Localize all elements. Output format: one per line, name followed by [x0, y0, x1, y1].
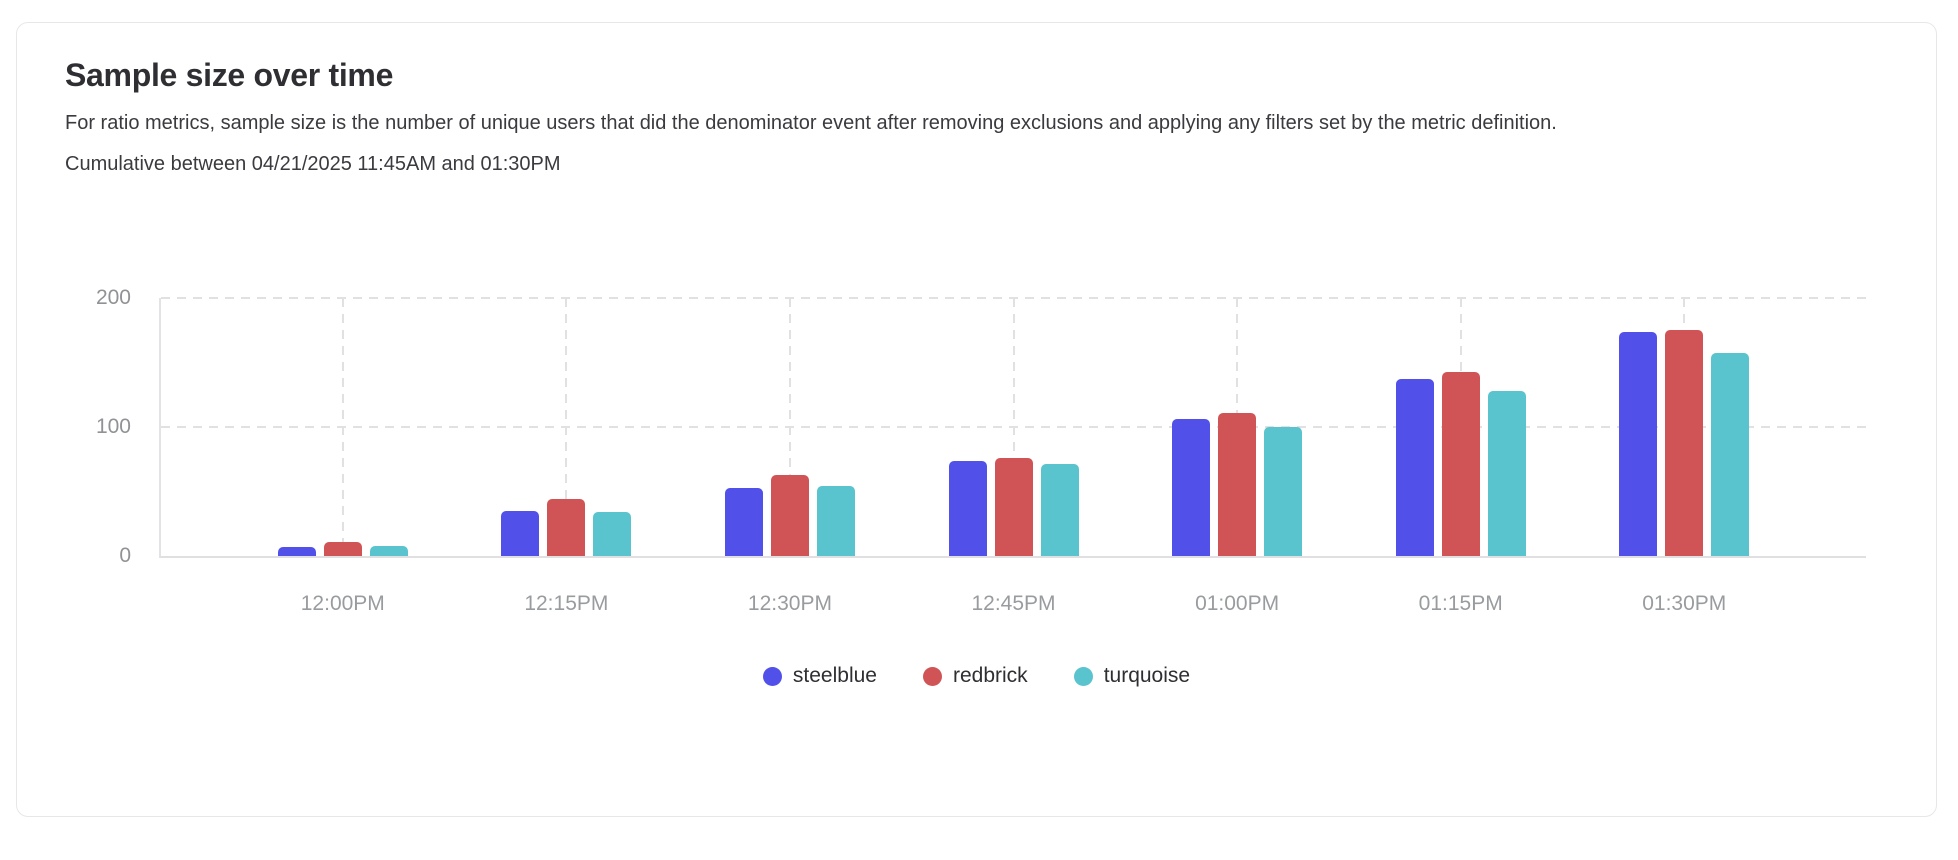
legend-label: redbrick	[952, 664, 1028, 687]
x-tick-label: 01:15PM	[1418, 592, 1503, 615]
bar-redbrick[interactable]	[1665, 330, 1704, 556]
bar-redbrick[interactable]	[323, 541, 362, 556]
bar-steelblue[interactable]	[1619, 331, 1658, 556]
bar-group	[724, 474, 855, 556]
category-column	[231, 298, 455, 556]
x-axis: 12:00PM 12:15PM 12:30PM 12:45PM 01:00PM 01:15…	[161, 592, 1866, 616]
y-tick-label: 200	[95, 286, 131, 309]
legend-label: turquoise	[1103, 664, 1191, 687]
chart: 0 100 200 12:00PM 12:15PM 12:30PM 12:45PM 01:0…	[65, 286, 1888, 688]
bar-group	[1395, 371, 1526, 556]
x-tick-label: 12:00PM	[300, 592, 385, 615]
cumulative-range-note: Cumulative between 04/21/2025 11:45AM an…	[65, 153, 561, 175]
x-tick-label: 12:30PM	[747, 592, 832, 615]
legend-dot-icon	[762, 666, 782, 686]
bar-redbrick[interactable]	[547, 499, 586, 556]
category-column	[455, 298, 679, 556]
page-title: Sample size over time	[65, 57, 394, 93]
category-columns	[161, 298, 1866, 556]
y-tick-label: 0	[119, 544, 131, 567]
category-column	[1125, 298, 1349, 556]
legend-dot-icon	[1073, 666, 1093, 686]
bar-steelblue[interactable]	[724, 487, 763, 556]
category-column	[902, 298, 1126, 556]
bar-turquoise[interactable]	[593, 512, 632, 556]
bar-group	[1619, 330, 1750, 556]
legend-dot-icon	[922, 666, 942, 686]
x-tick-label: 12:45PM	[971, 592, 1056, 615]
legend: steelblue redbrick turquoise	[65, 664, 1888, 688]
bar-steelblue[interactable]	[1172, 419, 1211, 556]
bar-turquoise[interactable]	[816, 486, 855, 556]
plot-area	[159, 297, 1866, 558]
legend-item-steelblue[interactable]: steelblue	[762, 664, 877, 688]
bar-redbrick[interactable]	[1441, 371, 1480, 556]
legend-label: steelblue	[792, 664, 877, 687]
bar-turquoise[interactable]	[1264, 427, 1303, 556]
bar-group	[277, 541, 408, 556]
category-column	[678, 298, 902, 556]
bar-redbrick[interactable]	[994, 457, 1033, 556]
bar-steelblue[interactable]	[277, 546, 316, 556]
category-column	[1349, 298, 1573, 556]
bar-group	[948, 457, 1079, 556]
x-axis-spacer	[65, 592, 161, 616]
bar-steelblue[interactable]	[948, 460, 987, 556]
bar-group	[501, 499, 632, 556]
bar-turquoise[interactable]	[1487, 390, 1526, 556]
y-axis: 0 100 200	[65, 286, 159, 567]
x-tick-label: 01:30PM	[1642, 592, 1727, 615]
bar-redbrick[interactable]	[1218, 412, 1257, 556]
legend-item-redbrick[interactable]: redbrick	[922, 664, 1028, 688]
bar-turquoise[interactable]	[1711, 353, 1750, 556]
bar-turquoise[interactable]	[369, 545, 408, 556]
x-tick-label: 12:15PM	[524, 592, 609, 615]
chart-description: For ratio metrics, sample size is the nu…	[65, 112, 1557, 134]
bar-turquoise[interactable]	[1040, 464, 1079, 556]
sample-size-card: Sample size over time For ratio metrics,…	[16, 22, 1937, 817]
category-column	[1572, 298, 1796, 556]
bar-group	[1172, 412, 1303, 556]
y-tick-label: 100	[95, 415, 131, 438]
vertical-gridline	[341, 298, 344, 556]
bar-steelblue[interactable]	[1395, 379, 1434, 556]
bar-redbrick[interactable]	[770, 474, 809, 556]
bar-steelblue[interactable]	[501, 510, 540, 556]
x-tick-label: 01:00PM	[1195, 592, 1280, 615]
legend-item-turquoise[interactable]: turquoise	[1073, 664, 1191, 688]
